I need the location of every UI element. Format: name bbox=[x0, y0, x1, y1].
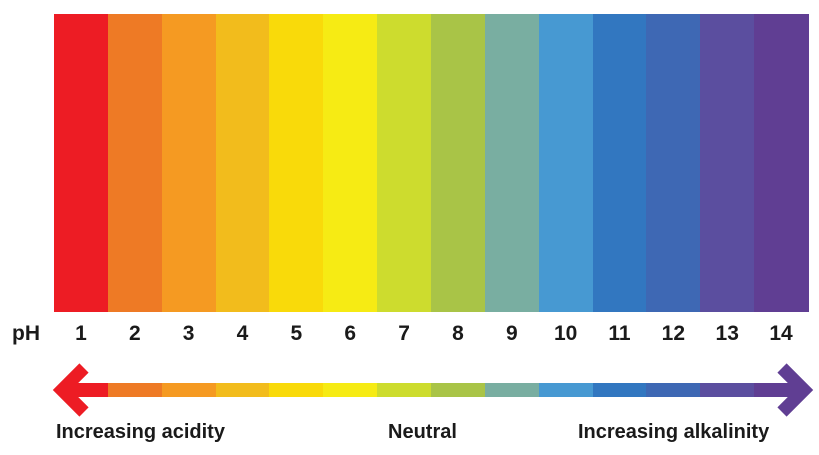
ph-value-1: 1 bbox=[75, 322, 87, 345]
arrow-segment-5 bbox=[269, 383, 324, 397]
caption-neutral: Neutral bbox=[388, 421, 457, 443]
ph-value-5: 5 bbox=[290, 322, 303, 345]
ph-band-10 bbox=[538, 14, 594, 312]
ph-band-6 bbox=[323, 14, 378, 312]
ph-band-4 bbox=[215, 14, 271, 312]
arrow-segment-4 bbox=[215, 383, 271, 397]
ph-band-8 bbox=[431, 14, 486, 312]
ph-band-12 bbox=[646, 14, 701, 312]
ph-value-9: 9 bbox=[505, 322, 518, 345]
ph-value-11: 11 bbox=[608, 322, 631, 345]
arrow-segment-6 bbox=[323, 383, 378, 397]
arrow-segment-3 bbox=[161, 383, 217, 397]
ph-value-3: 3 bbox=[182, 322, 195, 345]
ph-band-1 bbox=[54, 14, 109, 312]
caption-alkalinity: Increasing alkalinity bbox=[578, 421, 770, 443]
ph-band-7 bbox=[377, 14, 432, 312]
ph-band-3 bbox=[161, 14, 217, 312]
ph-value-8: 8 bbox=[452, 322, 464, 345]
arrow-segment-1 bbox=[66, 383, 109, 397]
arrow-segment-14 bbox=[754, 383, 801, 397]
ph-band-14 bbox=[754, 14, 809, 312]
ph-band-11 bbox=[592, 14, 648, 312]
ph-value-12: 12 bbox=[661, 322, 686, 345]
arrow-segment-2 bbox=[107, 383, 163, 397]
arrow-segment-10 bbox=[538, 383, 594, 397]
ph-prefix-label: pH bbox=[12, 322, 40, 345]
arrow-segment-8 bbox=[431, 383, 486, 397]
ph-value-6: 6 bbox=[344, 322, 357, 345]
arrow-segment-9 bbox=[484, 383, 540, 397]
ph-band-5 bbox=[269, 14, 324, 312]
ph-band-2 bbox=[107, 14, 163, 312]
ph-value-7: 7 bbox=[398, 322, 410, 345]
ph-value-4: 4 bbox=[236, 322, 249, 345]
ph-value-13: 13 bbox=[715, 322, 739, 345]
arrow-segment-7 bbox=[377, 383, 432, 397]
ph-value-10: 10 bbox=[553, 322, 578, 345]
arrow-segment-12 bbox=[646, 383, 701, 397]
caption-acidity: Increasing acidity bbox=[56, 421, 225, 443]
ph-band-13 bbox=[700, 14, 755, 312]
ph-value-2: 2 bbox=[128, 322, 141, 345]
arrow-segment-11 bbox=[592, 383, 648, 397]
ph-band-9 bbox=[484, 14, 540, 312]
arrow-segment-13 bbox=[700, 383, 755, 397]
ph-value-14: 14 bbox=[769, 322, 793, 345]
